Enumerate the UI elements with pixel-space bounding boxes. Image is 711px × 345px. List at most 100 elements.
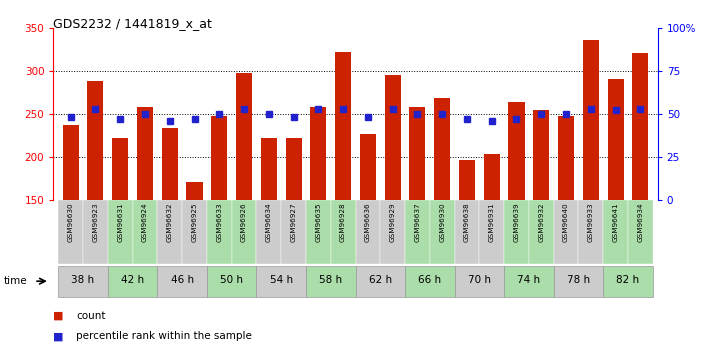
Text: 78 h: 78 h — [567, 276, 590, 285]
Text: GSM96927: GSM96927 — [291, 202, 296, 242]
Text: GSM96640: GSM96640 — [563, 202, 569, 242]
Bar — [132, 200, 157, 264]
Bar — [508, 102, 525, 200]
Bar — [257, 200, 281, 264]
Bar — [157, 200, 182, 264]
Bar — [603, 266, 653, 297]
Bar — [58, 266, 108, 297]
Text: GSM96924: GSM96924 — [142, 202, 148, 242]
Bar — [281, 200, 306, 264]
Text: 46 h: 46 h — [171, 276, 193, 285]
Bar — [112, 138, 128, 200]
Bar — [504, 266, 554, 297]
Text: ■: ■ — [53, 311, 64, 321]
Bar — [454, 266, 504, 297]
Bar — [83, 200, 108, 264]
Text: 74 h: 74 h — [518, 276, 540, 285]
Bar — [286, 138, 301, 200]
Bar — [405, 266, 454, 297]
Bar — [430, 200, 454, 264]
Bar — [405, 200, 430, 264]
Bar — [554, 266, 603, 297]
Bar — [87, 81, 104, 200]
Text: GSM96926: GSM96926 — [241, 202, 247, 242]
Bar — [310, 107, 326, 200]
Bar — [583, 40, 599, 200]
Text: GSM96925: GSM96925 — [191, 202, 198, 242]
Bar — [533, 110, 550, 200]
Bar — [579, 200, 603, 264]
Text: 42 h: 42 h — [121, 276, 144, 285]
Text: GSM96633: GSM96633 — [216, 202, 223, 242]
Bar — [157, 266, 207, 297]
Text: 50 h: 50 h — [220, 276, 243, 285]
Bar — [356, 200, 380, 264]
Bar — [331, 200, 356, 264]
Bar — [410, 107, 425, 200]
Bar — [137, 107, 153, 200]
Bar — [108, 266, 157, 297]
Text: GSM96632: GSM96632 — [167, 202, 173, 242]
Bar — [483, 154, 500, 200]
Text: 70 h: 70 h — [468, 276, 491, 285]
Text: GSM96933: GSM96933 — [588, 202, 594, 242]
Text: GSM96641: GSM96641 — [613, 202, 619, 242]
Text: 62 h: 62 h — [369, 276, 392, 285]
Text: GSM96931: GSM96931 — [488, 202, 495, 242]
Bar — [434, 98, 450, 200]
Text: 58 h: 58 h — [319, 276, 342, 285]
Text: GSM96639: GSM96639 — [513, 202, 520, 242]
Bar — [232, 200, 257, 264]
Text: GSM96635: GSM96635 — [316, 202, 321, 242]
Text: time: time — [4, 276, 27, 286]
Bar — [628, 200, 653, 264]
Bar — [554, 200, 579, 264]
Text: GSM96928: GSM96928 — [340, 202, 346, 242]
Text: 66 h: 66 h — [418, 276, 442, 285]
Text: GSM96929: GSM96929 — [390, 202, 395, 242]
Text: GSM96638: GSM96638 — [464, 202, 470, 242]
Bar — [186, 182, 203, 200]
Bar — [211, 116, 228, 200]
Bar — [558, 116, 574, 200]
Bar — [257, 266, 306, 297]
Bar — [236, 73, 252, 200]
Bar — [207, 200, 232, 264]
Text: GSM96637: GSM96637 — [415, 202, 420, 242]
Text: 38 h: 38 h — [72, 276, 95, 285]
Bar — [335, 52, 351, 200]
Text: GSM96631: GSM96631 — [117, 202, 123, 242]
Text: GSM96636: GSM96636 — [365, 202, 371, 242]
Text: ■: ■ — [53, 332, 64, 341]
Bar — [161, 128, 178, 200]
Text: GSM96932: GSM96932 — [538, 202, 544, 242]
Text: GDS2232 / 1441819_x_at: GDS2232 / 1441819_x_at — [53, 17, 212, 30]
Bar — [603, 200, 628, 264]
Bar — [182, 200, 207, 264]
Bar — [261, 138, 277, 200]
Bar — [306, 266, 356, 297]
Bar — [356, 266, 405, 297]
Bar — [459, 159, 475, 200]
Bar — [306, 200, 331, 264]
Text: GSM96634: GSM96634 — [266, 202, 272, 242]
Bar — [632, 52, 648, 200]
Text: GSM96934: GSM96934 — [637, 202, 643, 242]
Bar — [380, 200, 405, 264]
Bar — [360, 134, 376, 200]
Bar — [108, 200, 132, 264]
Text: GSM96923: GSM96923 — [92, 202, 98, 242]
Bar — [58, 200, 83, 264]
Bar — [504, 200, 529, 264]
Bar — [479, 200, 504, 264]
Bar — [63, 125, 79, 200]
Text: GSM96630: GSM96630 — [68, 202, 74, 242]
Bar — [454, 200, 479, 264]
Bar — [207, 266, 257, 297]
Text: count: count — [76, 311, 105, 321]
Bar — [607, 79, 624, 200]
Text: 82 h: 82 h — [616, 276, 639, 285]
Text: percentile rank within the sample: percentile rank within the sample — [76, 332, 252, 341]
Bar — [529, 200, 554, 264]
Text: GSM96930: GSM96930 — [439, 202, 445, 242]
